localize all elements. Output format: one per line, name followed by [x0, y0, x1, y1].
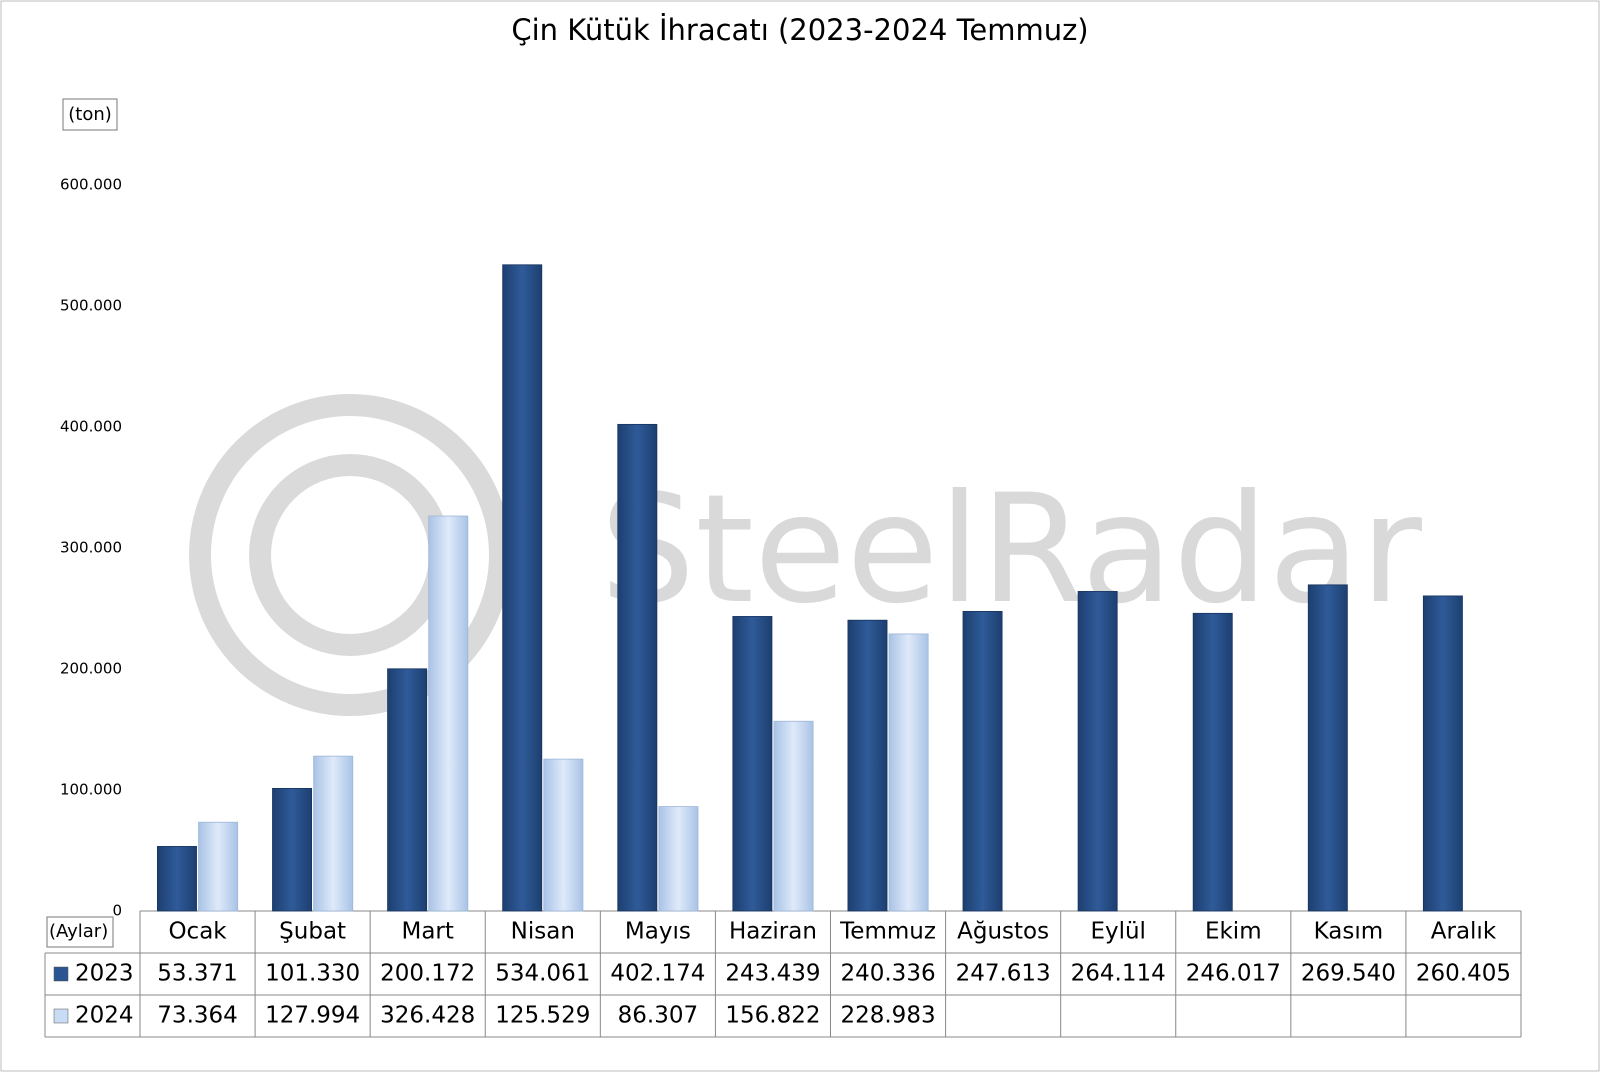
x-tick-label: Eylül	[1090, 919, 1146, 945]
legend-label: 2023	[75, 961, 134, 987]
bar	[313, 755, 354, 912]
data-label: 73.364	[157, 1003, 237, 1029]
bar	[157, 846, 197, 912]
chart-title: Çin Kütük İhracatı (2023-2024 Temmuz)	[511, 13, 1088, 47]
bar	[502, 264, 543, 912]
x-tick-label: Haziran	[729, 919, 817, 945]
x-tick-label: Mayıs	[625, 919, 691, 945]
unit-box	[62, 98, 118, 131]
x-tick-label: Ağustos	[957, 919, 1049, 945]
table-header-box	[46, 916, 114, 948]
watermark-logo	[189, 394, 511, 716]
data-label: 200.172	[380, 961, 475, 987]
x-tick-label: Aralık	[1431, 919, 1497, 945]
bar	[847, 619, 888, 912]
data-label: 534.061	[495, 961, 590, 987]
bar	[198, 821, 239, 912]
legend-key	[53, 966, 69, 982]
legend-key	[53, 1008, 69, 1024]
data-label: 260.405	[1416, 961, 1511, 987]
data-label: 246.017	[1186, 961, 1281, 987]
x-tick-label: Ocak	[168, 919, 227, 945]
y-tick-label: 0	[112, 902, 122, 920]
y-axis-label: (ton)	[68, 104, 112, 125]
bar	[658, 806, 699, 912]
data-label: 240.336	[840, 961, 935, 987]
data-label: 402.174	[610, 961, 705, 987]
data-label: 247.613	[956, 961, 1051, 987]
data-label: 326.428	[380, 1003, 475, 1029]
data-label: 101.330	[265, 961, 360, 987]
x-tick-label: Şubat	[279, 919, 346, 945]
data-label: 125.529	[495, 1003, 590, 1029]
bar	[617, 423, 658, 912]
data-label: 156.822	[725, 1003, 820, 1029]
y-tick-label: 600.000	[60, 176, 122, 194]
bar	[543, 758, 584, 912]
y-tick-label: 500.000	[60, 297, 122, 315]
x-tick-label: Nisan	[511, 919, 575, 945]
data-label: 86.307	[618, 1003, 698, 1029]
bar	[773, 720, 814, 912]
y-tick-label: 200.000	[60, 660, 122, 678]
y-tick-label: 100.000	[60, 781, 122, 799]
x-tick-label: Temmuz	[839, 919, 936, 945]
data-label: 264.114	[1071, 961, 1166, 987]
bar	[732, 616, 773, 912]
x-tick-label: Mart	[401, 919, 453, 945]
y-tick-label: 300.000	[60, 539, 122, 557]
bar	[1307, 584, 1348, 912]
data-label: 228.983	[840, 1003, 935, 1029]
bar	[428, 515, 469, 912]
table-header: (Aylar)	[49, 921, 108, 942]
bar	[1077, 591, 1118, 912]
data-label: 127.994	[265, 1003, 360, 1029]
x-tick-label: Ekim	[1205, 919, 1262, 945]
bar	[272, 787, 313, 912]
x-tick-label: Kasım	[1314, 919, 1384, 945]
data-label: 243.439	[725, 961, 820, 987]
bar	[1422, 595, 1463, 912]
bar	[387, 668, 428, 912]
bar	[888, 633, 929, 912]
legend-label: 2024	[75, 1003, 134, 1029]
y-tick-label: 400.000	[60, 418, 122, 436]
watermark: SteelRadar	[600, 463, 1422, 637]
data-label: 269.540	[1301, 961, 1396, 987]
bar	[962, 610, 1003, 912]
data-label: 53.371	[157, 961, 237, 987]
bar	[1192, 612, 1233, 912]
